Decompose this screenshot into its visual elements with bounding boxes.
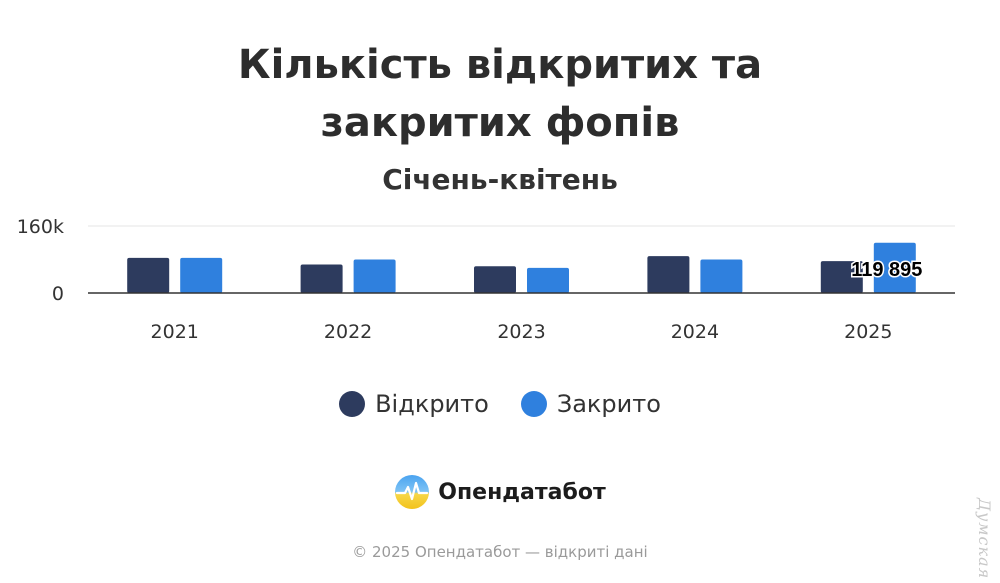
watermark: Думская — [975, 498, 994, 580]
legend-label-closed: Закрито — [556, 390, 661, 418]
bar-opened-2025 — [820, 261, 863, 293]
x-tick-label-2022: 2022 — [324, 321, 372, 343]
chart-legend: Відкрито Закрито — [0, 390, 1000, 418]
x-tick-label-2024: 2024 — [671, 321, 719, 343]
brand: Опендатабот — [0, 474, 1000, 510]
legend-item-closed[interactable]: Закрито — [520, 390, 661, 418]
bar-chart: 0 160k 2021 2022 2023 2024 2025 119 895 — [17, 216, 955, 343]
chart-subtitle: Січень-квітень — [382, 163, 618, 196]
legend-item-opened[interactable]: Відкрито — [339, 390, 489, 418]
chart-title: Кількість відкритих та закритих фопів — [237, 42, 763, 146]
x-tick-label-2021: 2021 — [151, 321, 199, 343]
x-tick-label-2023: 2023 — [497, 321, 545, 343]
bar-opened-2021 — [127, 257, 170, 293]
data-label-0: 119 895 — [851, 259, 922, 281]
y-tick-label-0: 0 — [52, 283, 64, 305]
x-tick-label-2025: 2025 — [844, 321, 892, 343]
footer-copyright: © 2025 Опендатабот — відкриті дані — [352, 543, 648, 561]
bar-opened-2023 — [474, 266, 516, 293]
bar-closed-2025 — [873, 242, 916, 293]
bar-closed-2021 — [180, 257, 223, 293]
y-tick-label-1: 160k — [17, 216, 64, 238]
legend-swatch-closed — [520, 391, 547, 417]
opendatabot-logo-icon — [395, 475, 430, 509]
legend-label-opened: Відкрито — [375, 390, 489, 418]
bar-opened-2024 — [647, 256, 690, 293]
legend-swatch-opened — [339, 391, 366, 417]
bar-opened-2022 — [300, 264, 343, 293]
bar-closed-2024 — [700, 259, 743, 293]
bar-closed-2023 — [527, 267, 569, 293]
brand-name: Опендатабот — [438, 479, 606, 505]
bar-closed-2022 — [353, 259, 396, 293]
